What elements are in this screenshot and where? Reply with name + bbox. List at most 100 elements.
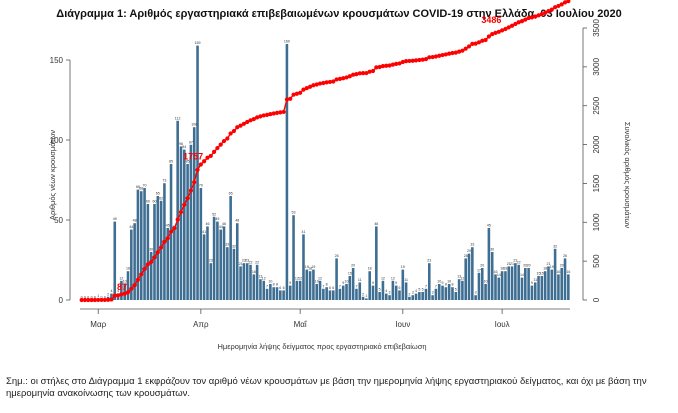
bar [557,274,560,300]
cumulative-point [264,112,270,117]
cumulative-point [364,70,369,76]
cumulative-point [480,38,485,43]
bar-value-label: 4 [385,289,387,293]
cumulative-point [516,20,521,25]
bar-value-label: 0 [84,296,86,300]
cumulative-point [165,236,170,241]
cumulative-point [162,239,167,244]
left-tick-label: 100 [50,136,64,145]
cumulative-point [192,180,197,185]
cumulative-point [311,83,316,88]
cumulative-point [119,292,124,297]
cumulative-point [443,52,448,57]
bar [288,285,292,300]
bar-value-label: 29 [467,249,471,253]
bar [318,280,322,300]
x-tick-label: Μαΐ [294,320,308,329]
bar-value-label: 45 [487,224,491,228]
bar [275,287,279,300]
bar [209,263,213,300]
cumulative-point [215,145,220,151]
cumulative-point [248,118,253,123]
bar-value-label: 22 [517,260,521,264]
x-tick-label: Ιουλ [495,320,510,329]
bar [226,247,229,300]
bar [510,266,514,300]
bar-value-label: 20 [523,264,527,268]
bar-value-label: 65 [156,192,160,196]
cumulative-point [79,297,84,303]
cumulative-point [546,9,551,14]
bar [500,271,504,300]
bar [143,188,146,300]
right-tick-label: 1000 [592,213,601,231]
cumulative-point [463,46,468,51]
bar [504,271,507,300]
covid-chart: Διάγραμμα 1: Αριθμός εργαστηριακά επιβεβ… [48,0,632,351]
bar-value-label: 52 [212,212,216,216]
cumulative-point [404,59,409,64]
bar [490,252,494,300]
bar [401,269,405,300]
footnote: Σημ.: οι στήλες στο Διάγραμμα 1 εκφράζου… [6,376,647,399]
y-axis-label-left: Αριθμός νέων κρουσμάτων [48,130,57,220]
bar-value-label: 9 [531,281,533,285]
cumulative-point [182,202,187,207]
bar [312,269,315,300]
bar-value-label: 9 [289,281,291,285]
bar [159,200,163,300]
bar-value-label: 22 [255,260,259,264]
cumulative-point [523,17,528,22]
cumulative-point [519,19,525,24]
cumulative-point [86,297,91,303]
bar-value-label: 18 [368,267,372,271]
bar [335,258,338,300]
cumulative-point [228,131,233,136]
bar-value-label: 12 [298,276,302,280]
bar [540,276,544,300]
cumulative-point [559,2,564,7]
chart-title: Διάγραμμα 1: Αριθμός εργαστηριακά επιβεβ… [56,8,621,20]
bar-value-label: 44 [219,225,223,229]
bar-value-label: 65 [229,192,233,196]
bar-value-label: 6 [398,286,400,290]
bar-value-label: 9 [342,281,344,285]
bar [384,293,388,300]
cumulative-point [149,259,154,265]
cumulative-point [410,58,415,63]
bar-value-label: 2 [107,292,109,296]
cumulative-point [466,44,472,49]
bar-value-label: 11 [533,278,537,282]
bar-value-label: 60 [146,200,150,204]
bar-value-label: 4 [117,289,119,293]
cumulative-point [486,34,491,39]
bar-value-label: 14 [520,273,524,277]
bar [355,288,358,300]
bar [533,282,537,300]
bar-value-label: 18 [543,267,547,271]
bar [454,292,458,300]
bar-value-label: 0 [101,296,103,300]
bar [467,253,471,300]
line-annotation: 3486 [481,15,501,25]
bar [202,234,206,300]
bar [295,280,299,300]
cumulative-point [357,71,362,76]
bar-value-label: 160 [284,40,290,44]
bar [371,285,375,300]
cumulative-point [562,0,568,5]
bar [179,146,183,300]
cumulative-point [503,26,508,32]
bar [272,287,275,300]
bar [120,280,123,300]
bar [139,191,143,300]
bar-value-label: 69 [136,185,140,189]
cumulative-point [218,142,223,147]
bar [464,258,468,300]
bar [245,263,249,300]
cumulative-point [241,121,246,126]
cumulative-point [556,3,561,9]
bar-value-label: 19 [311,265,315,269]
cumulative-point [109,297,114,302]
